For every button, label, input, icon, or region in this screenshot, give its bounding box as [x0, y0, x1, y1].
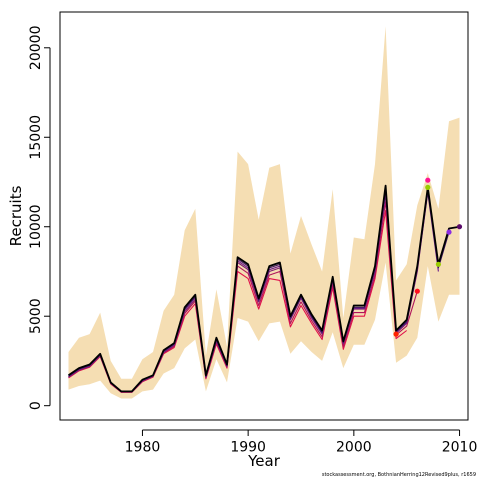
series-line [67, 184, 460, 393]
series-end-point [414, 288, 420, 294]
y-tick-label: 15000 [28, 115, 44, 160]
x-tick-label: 1980 [125, 440, 161, 456]
series-end-point [393, 331, 399, 337]
confidence-band [68, 26, 460, 399]
x-axis: 1980 1990 2000 2010 [125, 429, 478, 456]
confidence-band-area [68, 26, 460, 399]
y-tick-label: 5000 [28, 298, 44, 334]
y-axis-title: Recruits [7, 185, 25, 246]
footnote: stockassessment.org, BothnianHerring12Re… [322, 472, 476, 478]
series-end-point [435, 261, 441, 267]
x-axis-title: Year [247, 452, 281, 470]
x-tick-label: 2000 [336, 440, 372, 456]
y-axis: 0 5000 10000 15000 20000 [28, 26, 51, 410]
series-lines [67, 184, 460, 393]
y-tick-label: 20000 [28, 26, 44, 71]
series-end-points [393, 177, 463, 337]
series-end-point [456, 224, 463, 230]
series-end-point [425, 177, 431, 183]
series-end-point [446, 229, 452, 235]
x-tick-label: 2010 [442, 440, 478, 456]
x-tick-label: 1990 [230, 440, 266, 456]
y-tick-label: 0 [28, 401, 44, 410]
y-tick-label: 10000 [28, 204, 44, 249]
series-end-point [425, 184, 431, 190]
plot-frame [59, 11, 469, 421]
